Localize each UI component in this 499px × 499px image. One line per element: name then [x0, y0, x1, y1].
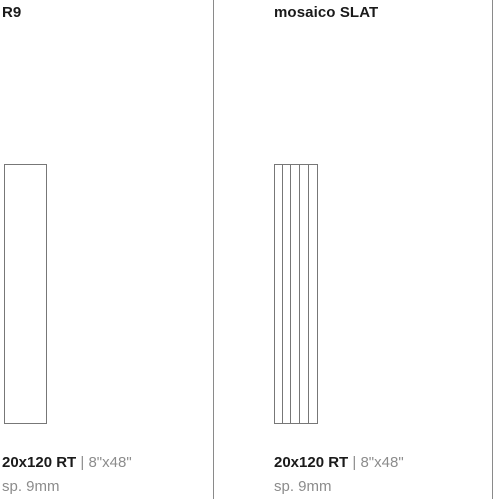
slat-line: [308, 165, 309, 423]
mosaico-slat-inches: 8"x48": [360, 454, 404, 471]
mosaico-slat-title: mosaico SLAT: [274, 4, 379, 21]
r9-size: 20x120 RT: [2, 454, 77, 471]
mosaico-slat-thickness: sp. 9mm: [274, 478, 332, 495]
column-divider-left: [213, 0, 214, 499]
mosaico-slat-size: 20x120 RT: [274, 454, 349, 471]
mosaico-slat-separator: |: [352, 454, 357, 471]
slat-line: [299, 165, 300, 423]
r9-title: R9: [2, 4, 22, 21]
column-divider-right: [492, 0, 493, 499]
r9-separator: |: [80, 454, 85, 471]
mosaico-slat-tile-drawing: [274, 164, 318, 424]
r9-thickness: sp. 9mm: [2, 478, 60, 495]
r9-tile-drawing: [4, 164, 47, 424]
slat-line: [282, 165, 283, 423]
r9-inches: 8"x48": [88, 454, 132, 471]
slat-line: [290, 165, 291, 423]
mosaico-slat-size-spec: 20x120 RT | 8"x48": [274, 454, 404, 471]
r9-size-spec: 20x120 RT | 8"x48": [2, 454, 132, 471]
